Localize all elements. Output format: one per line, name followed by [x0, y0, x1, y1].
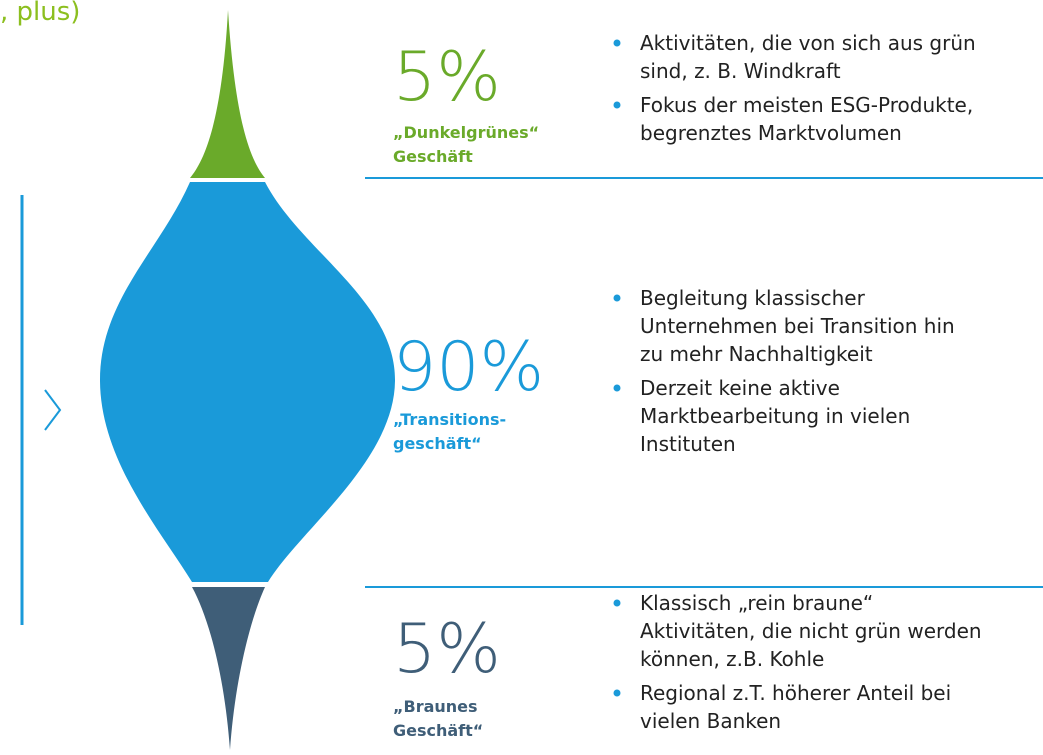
- bullet-text: Instituten: [640, 432, 736, 456]
- bullet-text: Aktivitäten, die von sich aus grün: [640, 31, 976, 55]
- section-label: geschäft“: [393, 434, 482, 453]
- section-label: Geschäft“: [393, 721, 483, 740]
- header-fragment: , plus): [0, 0, 80, 27]
- section-label: „Braunes: [393, 697, 478, 716]
- bullet-dot: [613, 39, 621, 47]
- bullet-text: Marktbearbeitung in vielen: [640, 404, 910, 428]
- bullet-text: vielen Banken: [640, 709, 781, 733]
- bullet-dot: [613, 294, 621, 302]
- bullet-text: Fokus der meisten ESG-Produkte,: [640, 93, 973, 117]
- blue-shape: [100, 182, 395, 582]
- bullet-text: Begleitung klassischer: [640, 286, 866, 310]
- bullet-text: können, z.B. Kohle: [640, 647, 824, 671]
- bullet-text: Derzeit keine aktive: [640, 376, 840, 400]
- bullet-text: Aktivitäten, die nicht grün werden: [640, 619, 982, 643]
- bullet-dot: [613, 101, 621, 109]
- green-shape: [190, 10, 265, 178]
- percent: 90%: [393, 328, 544, 407]
- section-label: Geschäft: [393, 147, 473, 166]
- percent: 5%: [393, 38, 501, 117]
- chevron: [44, 389, 62, 431]
- bullet-dot: [613, 599, 621, 607]
- bullet-text: zu mehr Nachhaltigkeit: [640, 342, 873, 366]
- bullet-text: Klassisch „rein braune“: [640, 591, 873, 615]
- bullet-dot: [613, 689, 621, 697]
- section-label: „Transitions-: [393, 410, 506, 429]
- bullet-text: sind, z. B. Windkraft: [640, 59, 841, 83]
- bullet-text: Regional z.T. höherer Anteil bei: [640, 681, 951, 705]
- percent: 5%: [393, 610, 501, 689]
- bullet-dot: [613, 384, 621, 392]
- bullet-text: Unternehmen bei Transition hin: [640, 314, 955, 338]
- bullet-text: begrenztes Marktvolumen: [640, 121, 902, 145]
- section-label: „Dunkelgrünes“: [393, 123, 539, 142]
- brown-shape: [192, 587, 265, 750]
